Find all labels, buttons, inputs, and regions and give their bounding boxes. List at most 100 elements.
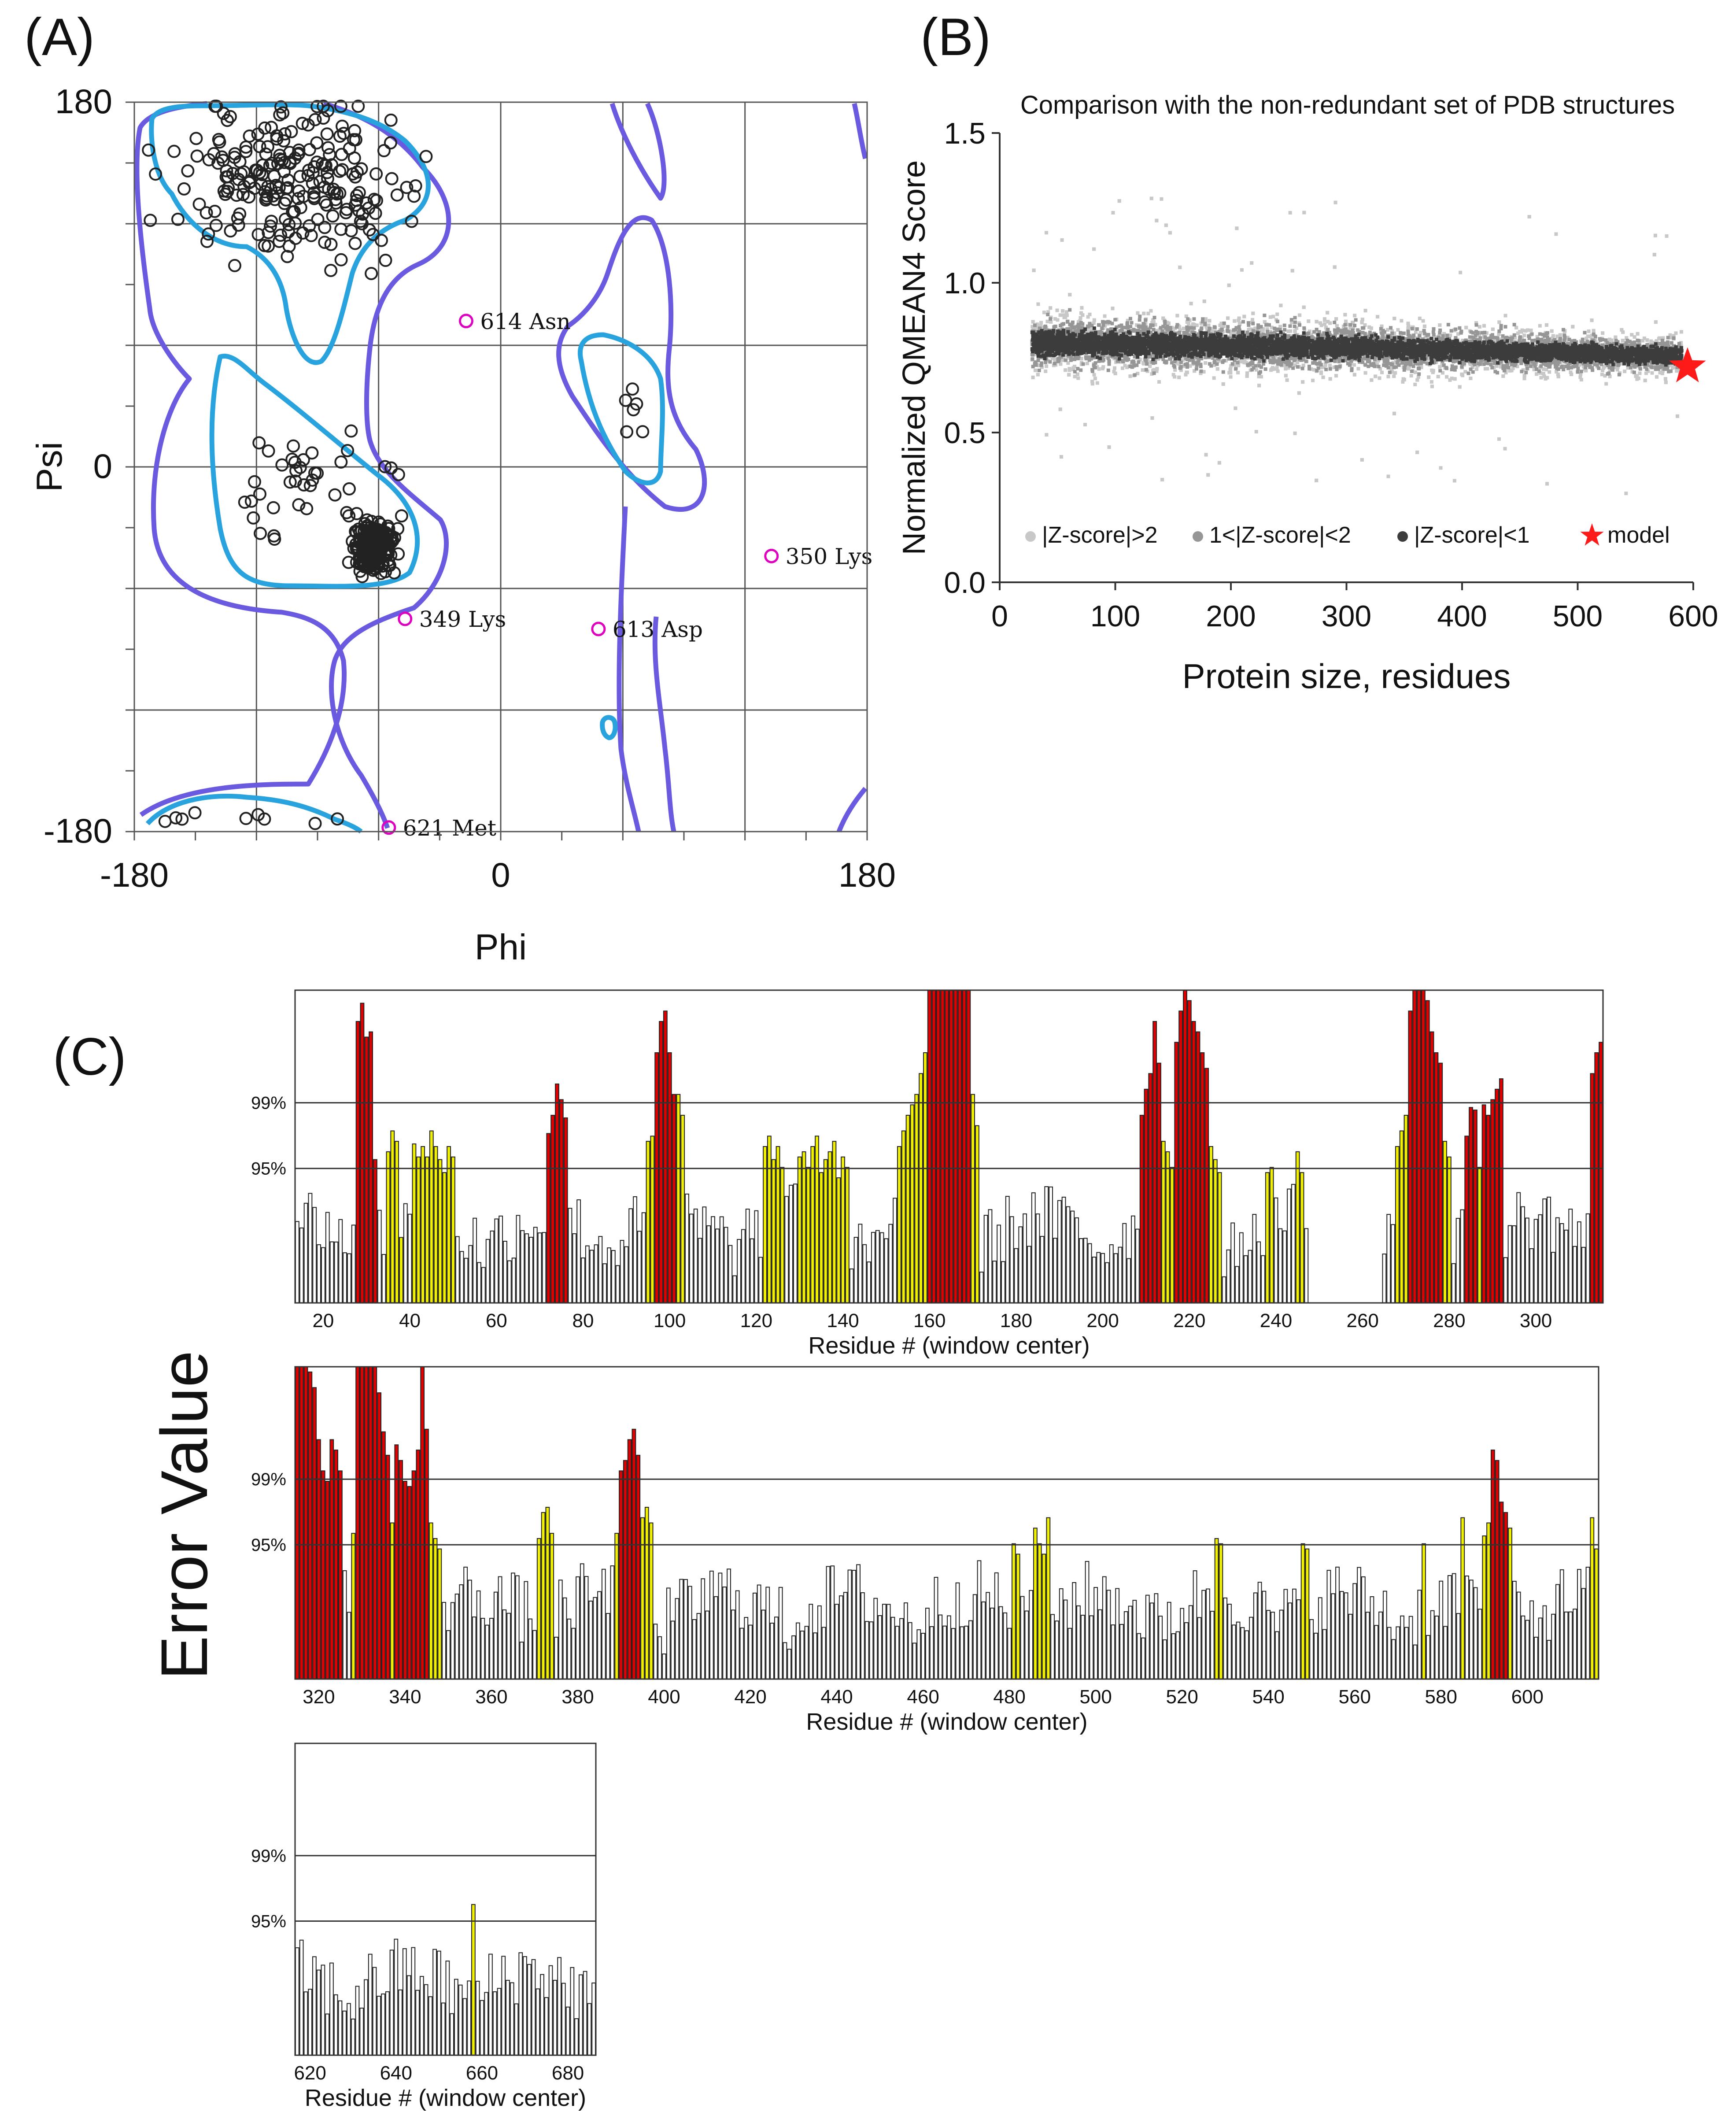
rama-residue-point [318,159,332,172]
qmean-point [1126,318,1130,322]
rama-residue-point [321,141,335,155]
qmean-point [1564,337,1568,341]
rama-residue-point [344,224,358,237]
qmean-point [1067,356,1071,360]
qmean-point [1501,374,1505,378]
qmean-point [1253,326,1257,330]
qmean-point [1542,374,1546,378]
rama-residue-point [169,811,183,825]
rama-residue-point [188,806,202,820]
qmean-point [1202,300,1206,303]
rama-residue-point [342,555,355,569]
qmean-point [1369,363,1373,366]
qmean-point [1090,382,1094,386]
qmean-point [1075,372,1079,376]
qmean-point [1037,368,1041,372]
qmean-point [1328,356,1332,360]
qmean-point [1670,336,1673,340]
qmean-point [1530,360,1534,364]
rama-residue-point [409,179,422,193]
qmean-point [1121,326,1125,329]
qmean-point [1060,238,1064,242]
rama-residue-point [369,207,382,220]
qmean-point [1061,309,1065,313]
qmean-point [1120,366,1124,370]
qmean-point [1436,374,1440,378]
rama-residue-point [348,237,362,250]
rama-outlier-label: 349 Lys [419,607,506,632]
qmean-point [1173,368,1177,372]
qmean-point [1237,363,1241,367]
favored-region-contours [145,102,665,834]
qmean-point [1219,322,1223,326]
qmean-point [1279,303,1283,307]
qmean-point [1315,478,1319,482]
qmean-point [1254,364,1258,368]
rama-residue-point [377,144,391,158]
qmean-point [1107,362,1111,366]
qmean-point [1301,363,1305,367]
qmean-point [1178,325,1182,329]
qmean-point [1066,361,1070,365]
qmean-point [1571,325,1575,329]
qmean-point [1638,367,1642,371]
qmean-point [1334,374,1338,378]
qmean-point [1270,331,1274,335]
rama-residue-point [350,507,363,521]
qmean-point [1579,372,1583,376]
rama-residue-point [339,206,353,219]
rama-residue-point [221,170,235,184]
qmean-point [1251,318,1255,322]
qmean-point [1661,369,1665,373]
qmean-point [1185,320,1189,324]
qmean-point [1495,364,1499,368]
qmean-point [1369,326,1373,330]
qmean-point [1079,357,1083,361]
rama-residue-point [266,501,280,514]
qmean-point [1380,370,1384,374]
rama-residue-point [239,812,253,825]
qmean-point [1179,368,1183,372]
qmean-point [1660,362,1664,366]
qmean-point [1049,306,1053,310]
rama-ylabel: Psi [30,442,70,492]
qmean-point [1068,329,1072,333]
qmean-point [1237,318,1241,322]
qmean-point [1035,325,1039,329]
qmean-point [1586,334,1590,338]
rama-residue-point [390,188,404,202]
qmean-point [1175,314,1179,318]
qmean-point [1042,351,1046,355]
qmean-point [1670,363,1673,367]
rama-residue-point [400,181,414,194]
qmean-point [1394,358,1398,362]
qmean-point [1160,477,1164,481]
rama-residue-point [384,461,398,475]
rama-residue-point [275,153,289,167]
qmean-point [1393,371,1397,375]
qmean-point [1251,311,1255,315]
rama-outlier-label: 621 Met [403,815,496,841]
qmean-point [1151,369,1155,373]
qmean-point [1354,318,1358,322]
rama-residue-point [293,461,307,474]
qmean-point [1464,326,1468,329]
qmean-point [1644,371,1648,375]
qmean-point [1360,318,1364,322]
qmean-point [1071,367,1075,371]
qmean-point [1380,324,1384,328]
rama-residue-point [281,225,295,239]
qmean-point [1679,330,1683,334]
qmean-point [1496,336,1500,340]
qmean-point [1189,302,1193,306]
rama-residue-point [144,214,157,227]
qmean-point [1037,363,1041,367]
rama-residue-point [318,236,332,249]
qmean-point [1045,433,1049,437]
qmean-point [1335,324,1339,328]
qmean-point [1061,355,1065,359]
qmean-point [1326,311,1330,314]
qmean-point [1142,329,1146,333]
qmean-point [1517,339,1521,343]
